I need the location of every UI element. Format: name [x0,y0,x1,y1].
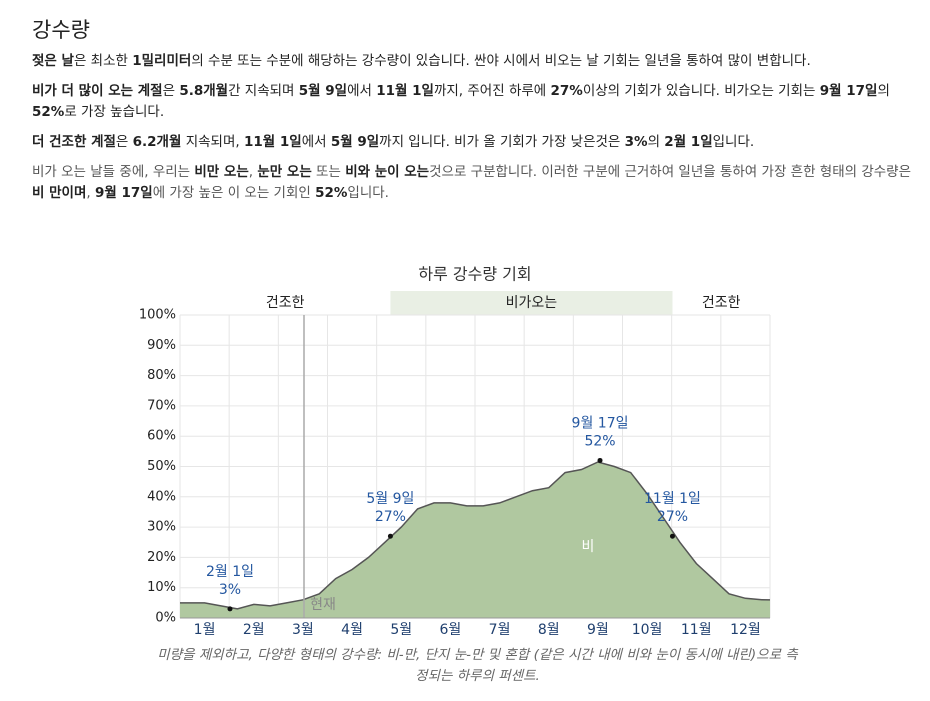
caption: 미량을 제외하고, 다양한 형태의 강수량: 비-만, 단지 눈-만 및 혼합 … [157,647,798,684]
season-band [390,291,673,315]
bold-text: 5월 9일 [330,134,380,150]
text: 은 최소한 [73,53,133,69]
bold-text: 더 건조한 계절 [32,134,116,150]
series-label: 비 [582,539,595,555]
bold-text: 5.8개월 [179,83,229,99]
season-label: 비가오는 [506,295,558,311]
text: 비가 오는 날들 중에, 우리는 [32,164,195,180]
text: 의 [877,83,890,99]
text: 입니다. [712,134,755,150]
heading: 강수량 [32,18,90,42]
y-tick-label: 0% [155,611,176,626]
annotation-point [597,457,603,463]
annotation-point [669,533,675,539]
season-label: 건조한 [266,295,305,311]
annotation-point [387,533,393,539]
y-tick-label: 20% [147,550,176,565]
text: 의 [647,134,665,150]
bold-text: 비가 더 많이 오는 계절 [32,83,163,99]
text: 은 [115,134,133,150]
text-section: 강수량 젖은 날은 최소한 1밀리미터의 수분 또는 수분에 해당하는 강수량이… [32,20,912,213]
bold-text: 52% [315,185,348,201]
x-tick-label: 9월 [587,622,609,638]
text: 에서 [301,134,331,150]
annotation-value: 52% [584,433,615,449]
x-tick-label: 5월 [390,622,412,638]
text: 까지, 주어진 하루에 [433,83,551,99]
bold-text: 9월 17일 [94,185,153,201]
text: 의 수분 또는 수분에 해당하는 강수량이 있습니다. 싼야 시에서 비오는 날… [191,53,811,69]
bold-text: 11월 1일 [376,83,434,99]
text: 은 [162,83,180,99]
bold-text: 비만 오는 [194,164,249,180]
annotation-date: 2월 1일 [206,564,254,580]
text: 것으로 구분합니다. 이러한 구분에 근거하여 일년을 통하여 가장 흔한 형태… [429,164,912,180]
text: 에서 [347,83,377,99]
x-tick-label: 6월 [440,622,462,638]
x-tick-label: 11월 [681,622,712,638]
season-label: 건조한 [702,295,741,311]
paragraph: 비가 더 많이 오는 계절은 5.8개월간 지속되며 5월 9일에서 11월 1… [32,81,912,123]
text: , [248,164,258,180]
annotation-date: 11월 1일 [644,491,701,507]
annotation-point [227,606,233,612]
text: 또는 [311,164,346,180]
annotation-value: 27% [375,509,406,525]
bold-text: 1밀리미터 [132,53,192,69]
x-tick-label: 7월 [489,622,511,638]
y-tick-label: 30% [147,520,176,535]
bold-text: 9월 17일 [819,83,878,99]
y-tick-label: 50% [147,459,176,474]
bold-text: 27% [550,83,583,99]
y-tick-label: 40% [147,489,176,504]
bold-text: 2월 1일 [664,134,713,150]
annotation-date: 9월 17일 [572,415,629,431]
bold-text: 52% [32,104,65,120]
x-tick-label: 2월 [243,622,265,638]
annotation-date: 5월 9일 [366,491,414,507]
y-tick-label: 10% [147,580,176,595]
bold-text: 젖은 날 [32,53,74,69]
area [180,462,770,618]
y-tick-label: 60% [147,429,176,444]
bold-text: 눈만 오는 [257,164,312,180]
text: 간 지속되며 [228,83,299,99]
paragraph: 더 건조한 계절은 6.2개월 지속되며, 11월 1일에서 5월 9일까지 입… [32,132,912,153]
paragraph: 젖은 날은 최소한 1밀리미터의 수분 또는 수분에 해당하는 강수량이 있습니… [32,51,912,72]
paragraph: 비가 오는 날들 중에, 우리는 비만 오는, 눈만 오는 또는 비와 눈이 오… [32,162,912,204]
area-line [179,461,771,610]
y-tick-label: 70% [147,398,176,413]
bold-text: 비 만이며 [32,185,87,201]
x-tick-label: 8월 [538,622,560,638]
x-tick-label: 3월 [292,622,314,638]
text: 지속되며, [181,134,244,150]
y-tick-label: 90% [147,338,176,353]
text: 로 가장 높습니다. [64,104,165,120]
y-tick-label: 80% [147,368,176,383]
text: 이상의 기회가 있습니다. 비가오는 기회는 [582,83,820,99]
x-tick-label: 1월 [194,622,216,638]
annotation-value: 27% [657,509,688,525]
x-tick-label: 10월 [632,622,663,638]
chart-title: 하루 강수량 기회 [418,265,531,284]
text: 에 가장 높은 이 오는 기회인 [152,185,316,201]
bold-text: 3% [624,134,648,150]
x-tick-label: 12월 [730,622,761,638]
annotation-value: 3% [219,582,241,598]
bold-text: 11월 1일 [243,134,302,150]
text: , [86,185,95,201]
text: 까지 입니다. 비가 올 기회가 가장 낮은것은 [379,134,625,150]
y-tick-label: 100% [139,308,176,323]
text: 입니다. [347,185,389,201]
now-label: 현재 [310,597,336,613]
bold-text: 6.2개월 [132,134,182,150]
bold-text: 5월 9일 [298,83,348,99]
bold-text: 비와 눈이 오는 [345,164,430,180]
x-tick-label: 4월 [341,622,363,638]
